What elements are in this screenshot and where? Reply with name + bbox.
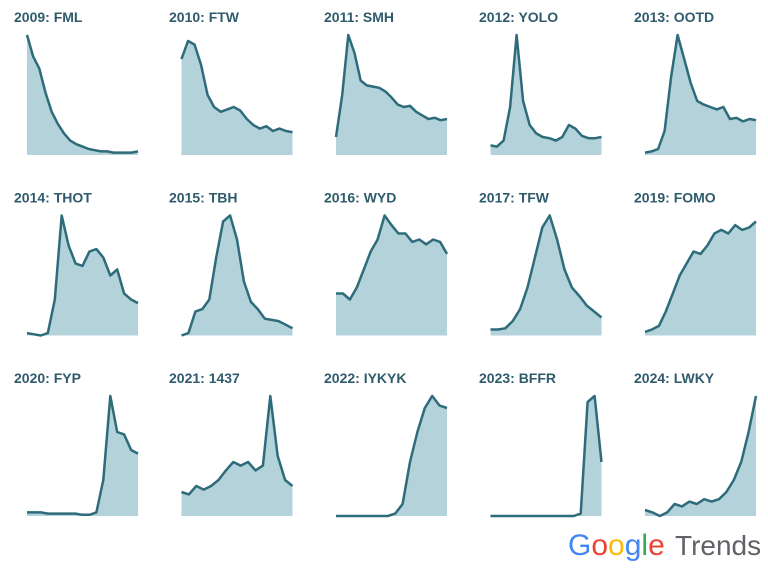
line [644, 33, 757, 154]
logo-letter: o [608, 529, 625, 562]
area [181, 396, 293, 516]
panel-title: 2019: FOMO [634, 190, 716, 206]
line [180, 39, 293, 134]
logo-letter: G [568, 529, 591, 562]
area [27, 215, 138, 336]
line [336, 214, 449, 301]
line [490, 214, 603, 331]
logo-letter: g [625, 529, 642, 562]
line [334, 33, 448, 138]
panel-title: 2017: TFW [479, 190, 550, 206]
line [25, 34, 139, 154]
panel-title: 2021: 1437 [169, 370, 240, 386]
panel-title: 2022: IYKYK [324, 370, 406, 386]
line [26, 214, 139, 337]
area [490, 35, 602, 155]
panel-title: 2015: TBH [169, 190, 237, 206]
area [27, 396, 138, 516]
logo-letter: e [648, 529, 665, 562]
panel-title: 2011: SMH [324, 9, 394, 25]
panel-title: 2014: THOT [14, 190, 92, 206]
panel-title: 2016: WYD [324, 190, 396, 206]
line [490, 394, 603, 518]
area [336, 396, 447, 516]
panel-title: 2020: FYP [14, 370, 81, 386]
area [645, 221, 756, 336]
panel-title: 2023: BFFR [479, 370, 556, 386]
line [336, 394, 448, 518]
line [490, 33, 602, 148]
line [644, 395, 758, 518]
area [490, 215, 602, 336]
logo-brand: Google [568, 529, 665, 562]
line [181, 214, 294, 337]
area [645, 35, 756, 155]
panel-title: 2024: LWKY [634, 370, 715, 386]
line [644, 220, 757, 334]
panel-title: 2012: YOLO [479, 9, 558, 25]
area [27, 35, 138, 155]
area [336, 215, 447, 336]
area [490, 396, 602, 516]
logo-letter: l [641, 529, 648, 562]
area [645, 396, 756, 516]
line [181, 394, 294, 496]
logo-letter: o [591, 529, 608, 562]
panel-title: 2013: OOTD [634, 9, 714, 25]
logo-product: Trends [675, 530, 761, 561]
area [181, 215, 293, 336]
area [181, 41, 293, 155]
area [336, 35, 447, 155]
panel-title: 2010: FTW [169, 9, 240, 25]
panel-title: 2009: FML [14, 9, 83, 25]
line [27, 394, 139, 517]
